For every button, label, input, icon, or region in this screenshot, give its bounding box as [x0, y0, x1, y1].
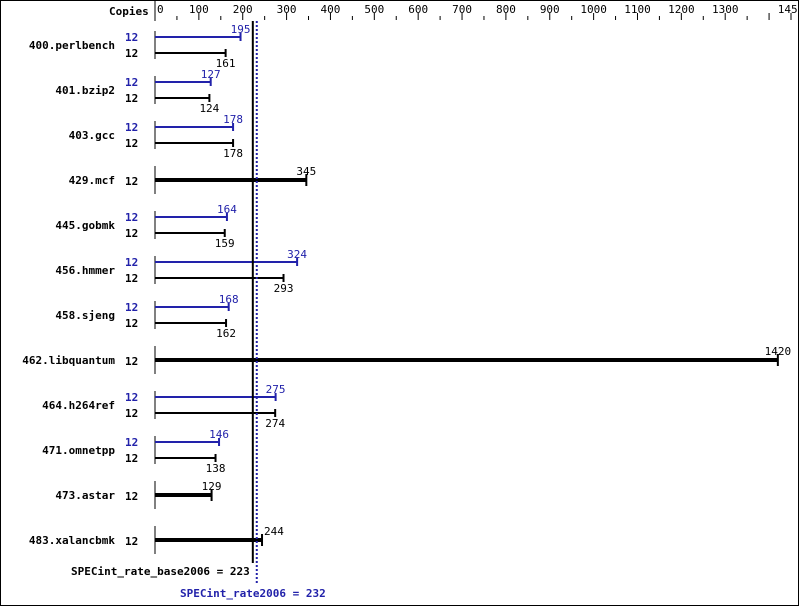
- copies-peak: 12: [125, 436, 138, 449]
- benchmark-name: 483.xalancbmk: [29, 534, 115, 547]
- peak-value: 168: [219, 293, 239, 306]
- tick-label: 400: [321, 3, 341, 16]
- copies-peak: 12: [125, 301, 138, 314]
- base-value: 162: [216, 327, 236, 340]
- tick-label: 700: [452, 3, 472, 16]
- benchmark-name: 445.gobmk: [55, 219, 115, 232]
- peak-value: 127: [201, 68, 221, 81]
- tick-label: 1100: [624, 3, 651, 16]
- tick-label: 300: [277, 3, 297, 16]
- peak-value: 195: [231, 23, 251, 36]
- tick-label: 900: [540, 3, 560, 16]
- peak-value: 178: [223, 113, 243, 126]
- benchmark-name: 464.h264ref: [42, 399, 115, 412]
- copies-peak: 12: [125, 121, 138, 134]
- copies-peak: 12: [125, 31, 138, 44]
- copies-base: 12: [125, 47, 138, 60]
- tick-label: 1450: [778, 3, 798, 16]
- benchmark-name: 473.astar: [55, 489, 115, 502]
- tick-label: 200: [233, 3, 253, 16]
- tick-label: 0: [157, 3, 164, 16]
- copies-peak: 12: [125, 76, 138, 89]
- copies-peak: 12: [125, 391, 138, 404]
- axis-label: Copies: [109, 5, 149, 18]
- base-value: 274: [265, 417, 285, 430]
- base-value: 244: [264, 525, 284, 538]
- tick-label: 600: [408, 3, 428, 16]
- base-value: 124: [199, 102, 219, 115]
- peak-value: 324: [287, 248, 307, 261]
- base-value: 161: [216, 57, 236, 70]
- benchmark-name: 471.omnetpp: [42, 444, 115, 457]
- copies-base: 12: [125, 137, 138, 150]
- tick-label: 500: [364, 3, 384, 16]
- tick-label: 100: [189, 3, 209, 16]
- benchmark-name: 400.perlbench: [29, 39, 115, 52]
- copies-base: 12: [125, 355, 138, 368]
- benchmark-name: 429.mcf: [69, 174, 115, 187]
- tick-label: 1300: [712, 3, 739, 16]
- base-value: 293: [274, 282, 294, 295]
- peak-value: 146: [209, 428, 229, 441]
- benchmark-name: 403.gcc: [69, 129, 115, 142]
- copies-peak: 12: [125, 211, 138, 224]
- tick-label: 800: [496, 3, 516, 16]
- benchmark-name: 456.hmmer: [55, 264, 115, 277]
- tick-label: 1200: [668, 3, 695, 16]
- benchmark-name: 401.bzip2: [55, 84, 115, 97]
- base-metric-label: SPECint_rate_base2006 = 223: [71, 565, 250, 578]
- base-value: 178: [223, 147, 243, 160]
- copies-base: 12: [125, 490, 138, 503]
- benchmark-name: 462.libquantum: [22, 354, 115, 367]
- copies-base: 12: [125, 452, 138, 465]
- copies-base: 12: [125, 272, 138, 285]
- base-value: 129: [202, 480, 222, 493]
- copies-base: 12: [125, 92, 138, 105]
- peak-metric-label: SPECint_rate2006 = 232: [180, 587, 326, 600]
- copies-base: 12: [125, 175, 138, 188]
- peak-value: 164: [217, 203, 237, 216]
- copies-peak: 12: [125, 256, 138, 269]
- benchmark-name: 458.sjeng: [55, 309, 115, 322]
- base-value: 138: [206, 462, 226, 475]
- base-value: 159: [215, 237, 235, 250]
- copies-base: 12: [125, 535, 138, 548]
- peak-value: 275: [266, 383, 286, 396]
- base-value: 1420: [765, 345, 792, 358]
- tick-label: 1000: [580, 3, 607, 16]
- copies-base: 12: [125, 407, 138, 420]
- copies-base: 12: [125, 227, 138, 240]
- copies-base: 12: [125, 317, 138, 330]
- base-value: 345: [296, 165, 316, 178]
